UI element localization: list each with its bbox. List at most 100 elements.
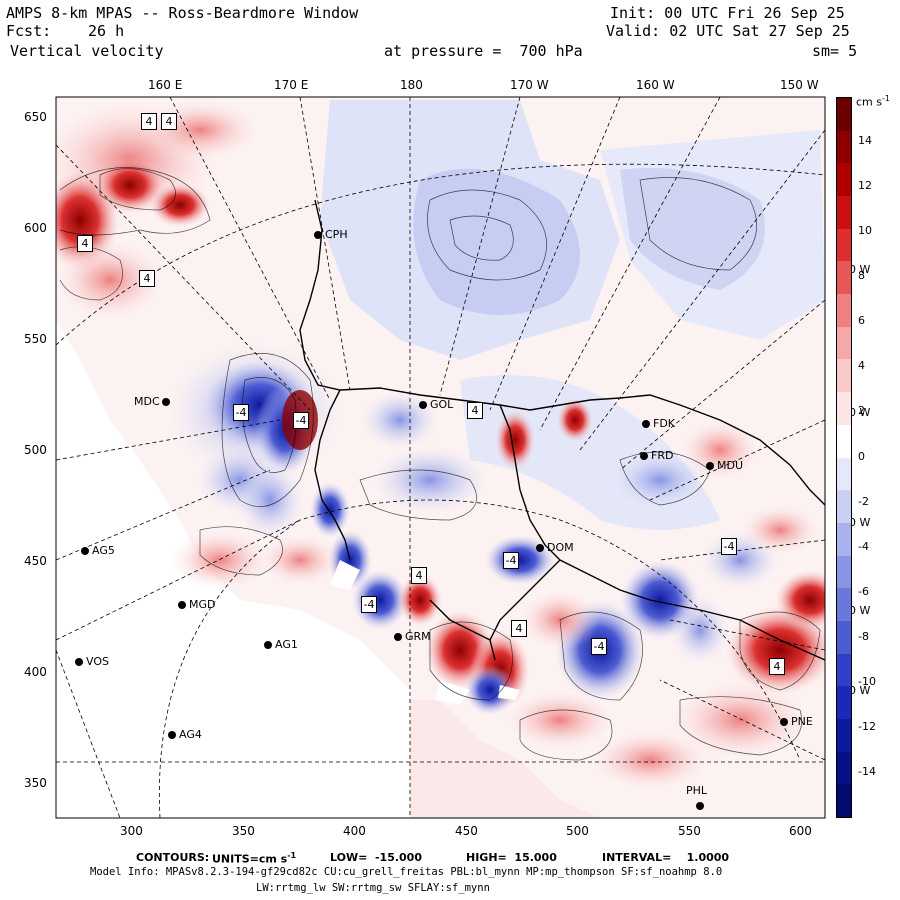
colorbar-label: -2: [858, 494, 869, 508]
smoothing-level: sm= 5: [812, 42, 858, 60]
colorbar-segment: [837, 784, 851, 818]
contour-value-label: -4: [503, 552, 519, 569]
station-marker-ag1: [264, 641, 272, 649]
lon-label-180: 180: [400, 78, 423, 92]
colorbar-segment: [837, 620, 851, 655]
station-marker-pne: [780, 718, 788, 726]
lon-label-150w: 150 W: [780, 78, 819, 92]
colorbar-label: 8: [858, 269, 865, 283]
contour-value-label: -4: [293, 412, 309, 429]
station-marker-ag4: [168, 731, 176, 739]
station-marker-mdc: [162, 398, 170, 406]
colorbar-segment: [837, 196, 851, 230]
plot-frame: [55, 96, 826, 819]
forecast-hour: 26 h: [88, 22, 125, 40]
init-time: Init: 00 UTC Fri 26 Sep 25: [610, 4, 845, 22]
x-label-450: 450: [455, 824, 478, 838]
contour-value-label: 4: [511, 620, 527, 637]
contour-value-label: -4: [591, 638, 607, 655]
station-label-mdu: MDU: [717, 459, 744, 472]
station-marker-vos: [75, 658, 83, 666]
station-marker-gol: [419, 401, 427, 409]
y-label-500: 500: [24, 443, 47, 457]
contour-value-label: 4: [141, 113, 157, 130]
colorbar-label: 6: [858, 314, 865, 328]
station-marker-dom: [536, 544, 544, 552]
station-label-mgd: MGD: [189, 598, 216, 611]
y-label-550: 550: [24, 332, 47, 346]
station-marker-grm: [394, 633, 402, 641]
contours-units: UNITS=cm s-1: [212, 851, 297, 866]
contour-value-label: 4: [769, 658, 785, 675]
colorbar-segment: [837, 359, 851, 393]
station-label-gol: GOL: [430, 398, 454, 411]
colorbar-segment: [837, 228, 851, 262]
y-label-450: 450: [24, 554, 47, 568]
lon-label-160e: 160 E: [148, 78, 183, 92]
y-label-600: 600: [24, 221, 47, 235]
station-label-ag4: AG4: [179, 728, 202, 741]
colorbar-label: 0: [858, 449, 865, 463]
colorbar-segment: [837, 457, 851, 491]
colorbar-segment: [837, 163, 851, 197]
station-marker-frd: [640, 452, 648, 460]
colorbar-segment: [837, 751, 851, 785]
lon-label-170w: 170 W: [510, 78, 549, 92]
coastline: [299, 199, 825, 661]
colorbar-segment: [837, 98, 851, 132]
y-label-400: 400: [24, 665, 47, 679]
station-label-phl: PHL: [686, 784, 708, 797]
colorbar-segment: [837, 326, 851, 360]
station-label-ag5: AG5: [92, 544, 115, 557]
lon-label-160w: 160 W: [636, 78, 675, 92]
colorbar-label: -14: [858, 764, 876, 778]
station-label-vos: VOS: [86, 655, 109, 668]
contours-interval: INTERVAL= 1.0000: [602, 851, 730, 864]
colorbar-segment: [837, 522, 851, 557]
x-label-400: 400: [343, 824, 366, 838]
colorbar-segment: [837, 653, 851, 687]
forecast-label: Fcst:: [6, 22, 52, 40]
contour-value-label: 4: [77, 235, 93, 252]
colorbar-segment: [837, 294, 851, 328]
contour-value-label: -4: [361, 596, 377, 613]
station-marker-cph: [314, 231, 322, 239]
shaded-field: [56, 100, 825, 818]
station-label-cph: CPH: [325, 228, 348, 241]
station-marker-ag5: [81, 547, 89, 555]
colorbar-label: -6: [858, 584, 869, 598]
station-label-fdk: FDK: [653, 417, 676, 430]
colorbar-segment: [837, 130, 851, 164]
colorbar-label: -8: [858, 629, 869, 643]
contour-value-label: 4: [411, 567, 427, 584]
contours-label: CONTOURS:: [136, 851, 210, 864]
model-info: Model Info: MPASv8.2.3-194-gf29cd82c CU:…: [90, 866, 723, 878]
contour-value-label: -4: [233, 404, 249, 421]
station-label-ag1: AG1: [275, 638, 298, 651]
graticule: [56, 97, 825, 818]
y-label-350: 350: [24, 776, 47, 790]
colorbar-segment: [837, 588, 851, 622]
colorbar-label: 10: [858, 224, 872, 238]
colorbar-unit: cm s-1: [856, 94, 890, 109]
model-info-2: LW:rrtmg_lw SW:rrtmg_sw SFLAY:sf_mynn: [256, 882, 490, 894]
station-label-grm: GRM: [405, 630, 431, 643]
contours-low: LOW= -15.000: [330, 851, 422, 864]
x-label-550: 550: [678, 824, 701, 838]
station-label-mdc: MDC: [134, 395, 160, 408]
colorbar-label: -10: [858, 674, 876, 688]
station-label-pne: PNE: [791, 715, 813, 728]
station-marker-mdu: [706, 462, 714, 470]
x-label-300: 300: [120, 824, 143, 838]
contours-high: HIGH= 15.000: [466, 851, 557, 864]
contour-value-label: -4: [721, 538, 737, 555]
colorbar-label: -4: [858, 539, 869, 553]
field-name: Vertical velocity: [10, 42, 164, 60]
contour-value-label: 4: [139, 270, 155, 287]
station-label-dom: DOM: [547, 541, 574, 554]
station-marker-mgd: [178, 601, 186, 609]
x-label-600: 600: [789, 824, 812, 838]
y-label-650: 650: [24, 110, 47, 124]
contour-value-label: 4: [467, 402, 483, 419]
